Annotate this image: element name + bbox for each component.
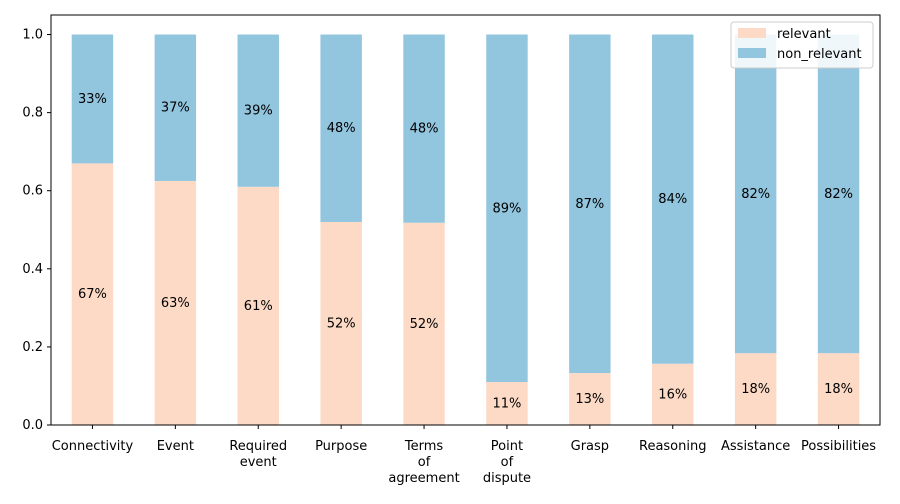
- bar-relevant-8: [734, 353, 777, 425]
- data-label-non_relevant-4: 48%: [410, 122, 439, 137]
- legend-swatch-non_relevant: [738, 48, 766, 58]
- data-label-non_relevant-9: 82%: [824, 187, 853, 202]
- legend: relevant non_relevant: [730, 21, 874, 69]
- bar-non_relevant-6: [569, 34, 611, 374]
- x-tick-label-8: Assistance: [721, 439, 790, 454]
- bar-labels-layer: 67% 33% 63% 37% 61% 39% 52% 48% 52% 48% 11% 89% 13% 8…: [78, 92, 853, 412]
- data-label-relevant-3: 52%: [327, 316, 356, 331]
- data-label-relevant-1: 63%: [161, 296, 190, 311]
- data-label-relevant-6: 13%: [575, 392, 604, 407]
- data-label-relevant-2: 61%: [244, 299, 273, 314]
- y-tick-label-3: 0.6: [22, 184, 43, 199]
- bar-relevant-4: [403, 222, 445, 425]
- bar-relevant-0: [71, 163, 114, 425]
- x-tick-label-6: Grasp: [571, 439, 609, 454]
- y-tick-label-1: 0.2: [22, 340, 43, 355]
- data-label-relevant-9: 18%: [824, 382, 853, 397]
- bars-layer: [71, 34, 860, 425]
- x-tick-label-0: Connectivity: [52, 439, 134, 454]
- data-label-non_relevant-8: 82%: [741, 187, 770, 202]
- x-axis: Connectivity Event Required event Purpose Ter…: [52, 425, 876, 486]
- bar-non_relevant-7: [652, 34, 694, 364]
- legend-label-relevant: relevant: [777, 27, 831, 42]
- y-axis: 0.0 0.2 0.4 0.6 0.8 1.0: [22, 28, 51, 433]
- x-tick-label-7: Reasoning: [639, 439, 706, 454]
- data-label-non_relevant-0: 33%: [78, 92, 107, 107]
- bar-non_relevant-1: [154, 34, 197, 181]
- x-tick-label-9: Possibilities: [801, 439, 876, 454]
- x-tick-label-5: Point of dispute: [483, 439, 531, 486]
- bar-relevant-6: [569, 373, 611, 425]
- x-tick-label-3: Purpose: [315, 439, 367, 454]
- bar-non_relevant-9: [817, 34, 860, 354]
- bar-non_relevant-2: [237, 34, 279, 187]
- bar-relevant-7: [652, 363, 694, 425]
- x-tick-label-2: Required event: [229, 439, 287, 470]
- x-tick-label-1: Event: [157, 439, 194, 454]
- y-tick-label-4: 0.8: [22, 106, 43, 121]
- y-tick-label-0: 0.0: [22, 418, 43, 433]
- data-label-non_relevant-1: 37%: [161, 101, 190, 116]
- y-tick-label-5: 1.0: [22, 28, 43, 43]
- data-label-non_relevant-3: 48%: [327, 121, 356, 136]
- data-label-relevant-0: 67%: [78, 287, 107, 302]
- bar-non_relevant-0: [71, 34, 114, 164]
- data-label-relevant-5: 11%: [492, 397, 521, 412]
- bar-non_relevant-8: [734, 34, 777, 354]
- bar-non_relevant-5: [486, 34, 528, 383]
- bar-non_relevant-3: [320, 34, 362, 222]
- y-tick-label-2: 0.4: [22, 262, 43, 277]
- bar-relevant-9: [817, 353, 860, 425]
- legend-swatch-relevant: [738, 28, 766, 38]
- bar-relevant-1: [154, 180, 197, 425]
- data-label-non_relevant-2: 39%: [244, 104, 273, 119]
- data-label-non_relevant-7: 84%: [658, 192, 687, 207]
- bar-non_relevant-4: [403, 34, 445, 223]
- plot-frame: [50, 14, 881, 426]
- bar-relevant-3: [320, 221, 362, 425]
- bar-relevant-5: [486, 382, 528, 425]
- data-label-non_relevant-5: 89%: [492, 201, 521, 216]
- data-label-non_relevant-6: 87%: [575, 197, 604, 212]
- x-tick-label-4: Terms of agreement: [388, 439, 459, 486]
- legend-label-non_relevant: non_relevant: [777, 47, 862, 62]
- bar-relevant-2: [237, 186, 279, 425]
- data-label-relevant-7: 16%: [658, 387, 687, 402]
- data-label-relevant-4: 52%: [410, 317, 439, 332]
- data-label-relevant-8: 18%: [741, 382, 770, 397]
- legend-box: [730, 21, 874, 69]
